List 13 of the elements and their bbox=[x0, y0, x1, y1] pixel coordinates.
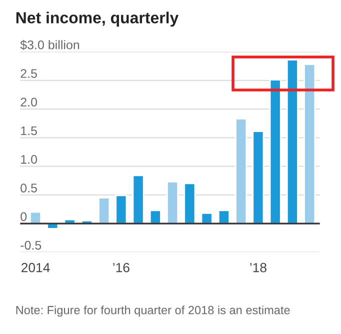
x-tick-label: ’16 bbox=[113, 262, 130, 272]
y-tick-label: 0.5 bbox=[20, 184, 37, 192]
y-tick-label: 1.5 bbox=[21, 126, 37, 136]
y-tick-label: 2.0 bbox=[20, 98, 38, 107]
y-tick-label: 0 bbox=[20, 212, 27, 222]
y-tick-label: 2.5 bbox=[20, 69, 37, 78]
chart-title: Net income, quarterly bbox=[16, 12, 179, 27]
y-tick-label: $3.0 billion bbox=[20, 40, 80, 50]
x-tick-label: 2014 bbox=[22, 262, 50, 272]
y-tick-label: 1.0 bbox=[21, 154, 38, 164]
x-tick-label: ’18 bbox=[250, 262, 266, 272]
y-tick-label: -0.5 bbox=[20, 240, 42, 250]
text: Note: Figure for fourth quarter of 2018 is an estimate bbox=[16, 306, 290, 317]
